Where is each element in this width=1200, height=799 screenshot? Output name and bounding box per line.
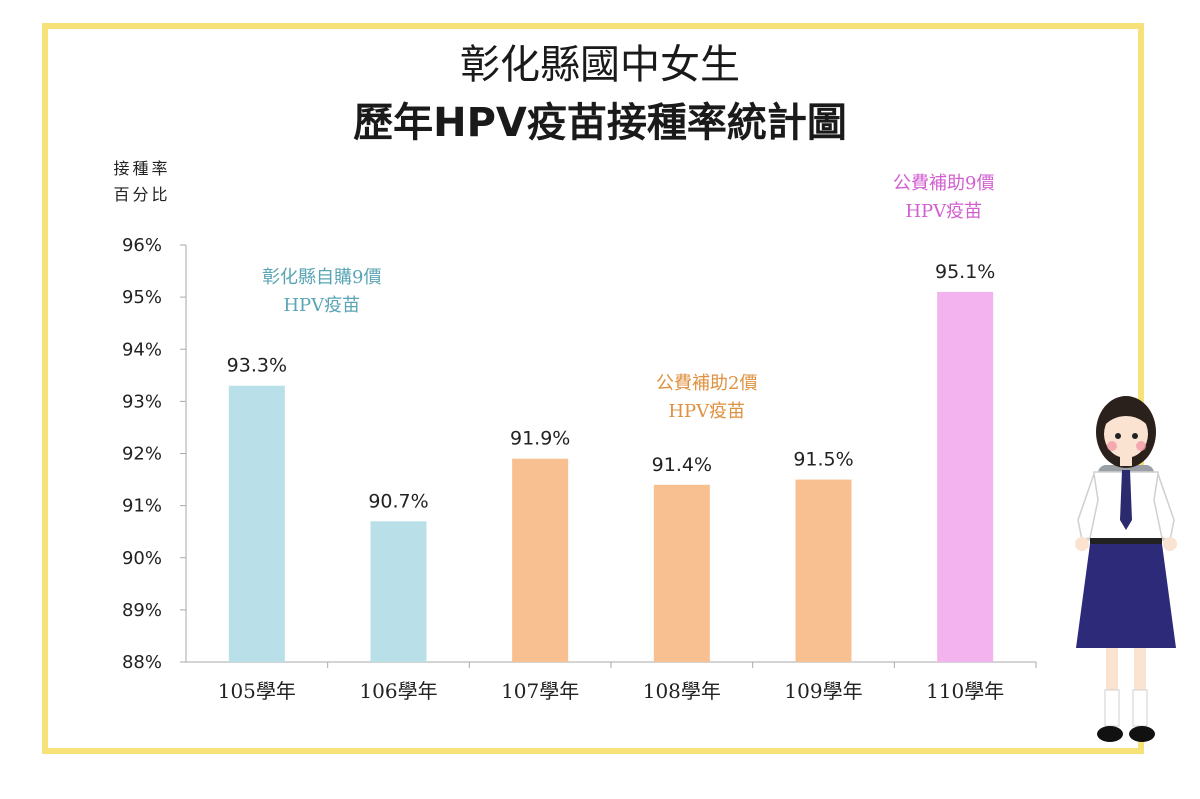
chart-title-line2: 歷年HPV疫苗接種率統計圖 (353, 100, 847, 146)
bar (228, 385, 285, 662)
y-tick-label: 96% (122, 235, 162, 256)
data-label: 93.3% (227, 355, 287, 377)
y-tick-label: 93% (122, 391, 162, 412)
y-tick-label: 91% (122, 496, 162, 517)
x-tick-label: 108學年 (643, 679, 721, 703)
x-tick-label: 107學年 (501, 679, 579, 703)
chart-title-line1: 彰化縣國中女生 (460, 42, 740, 88)
annotation-line: HPV疫苗 (283, 295, 361, 316)
x-tick-label: 106學年 (359, 679, 437, 703)
x-tick-label: 105學年 (218, 679, 296, 703)
y-tick-label: 90% (122, 548, 162, 569)
y-axis-label-line1: 接種率 (113, 159, 171, 178)
bar (512, 458, 569, 662)
bar (795, 479, 852, 662)
annotation-self-purchased-9-valent: 彰化縣自購9價 HPV疫苗 (262, 264, 381, 320)
y-tick-label: 92% (122, 444, 162, 465)
data-label: 95.1% (935, 261, 995, 283)
bar (370, 521, 427, 662)
annotation-line: HPV疫苗 (668, 401, 746, 422)
y-tick-label: 89% (122, 600, 162, 621)
y-axis-label-line2: 百分比 (113, 185, 171, 204)
annotation-line: HPV疫苗 (905, 201, 983, 222)
annotation-public-2-valent: 公費補助2價 HPV疫苗 (656, 370, 757, 426)
data-label: 91.4% (652, 454, 712, 476)
y-axis-label: 接種率 百分比 (107, 156, 177, 208)
data-label: 90.7% (368, 490, 428, 512)
annotation-public-9-valent: 公費補助9價 HPV疫苗 (893, 170, 994, 226)
data-label: 91.9% (510, 428, 570, 450)
data-label: 91.5% (793, 449, 853, 471)
y-tick-label: 95% (122, 287, 162, 308)
annotation-line: 公費補助9價 (893, 173, 995, 194)
y-tick-label: 88% (122, 652, 162, 673)
bar (937, 291, 994, 662)
x-tick-label: 109學年 (784, 679, 862, 703)
annotation-line: 彰化縣自購9價 (262, 267, 382, 288)
bar (653, 484, 710, 662)
annotation-line: 公費補助2價 (656, 373, 758, 394)
student-girl-illustration (1075, 396, 1177, 742)
x-tick-label: 110學年 (926, 679, 1004, 703)
y-tick-label: 94% (122, 339, 162, 360)
